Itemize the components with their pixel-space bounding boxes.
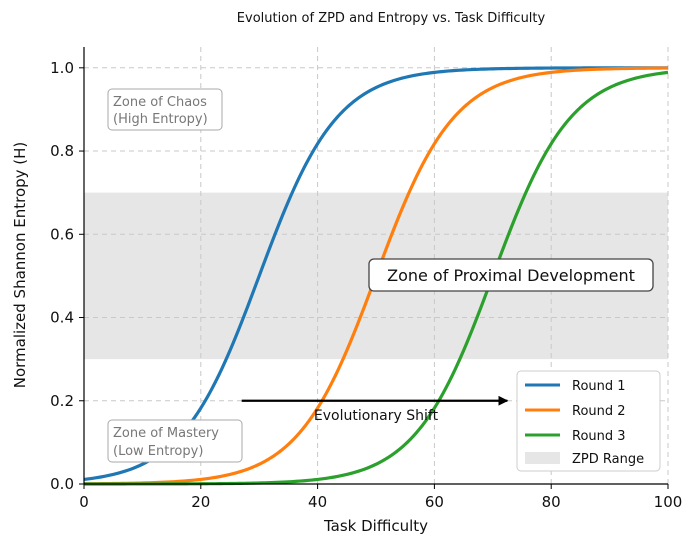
x-tick-label-3: 60 bbox=[425, 493, 444, 511]
y-tick-label-1: 0.2 bbox=[50, 392, 74, 410]
legend-label-zpd-range: ZPD Range bbox=[572, 452, 644, 467]
evolutionary-shift-label: Evolutionary Shift bbox=[314, 408, 439, 424]
y-tick-label-4: 0.8 bbox=[50, 142, 74, 160]
zpd-label: Zone of Proximal Development bbox=[387, 266, 635, 285]
x-tick-label-5: 100 bbox=[654, 493, 683, 511]
chaos-annotation-box bbox=[107, 88, 223, 131]
chaos-line1: Zone of Chaos bbox=[113, 95, 207, 110]
y-tick-label-5: 1.0 bbox=[50, 59, 74, 77]
x-tick-label-2: 40 bbox=[308, 493, 327, 511]
mastery-annotation: Zone of Mastery (Low Entropy) bbox=[107, 419, 243, 463]
x-tick-label-4: 80 bbox=[542, 493, 561, 511]
mastery-annotation-box bbox=[107, 419, 243, 463]
chaos-annotation: Zone of Chaos (High Entropy) bbox=[107, 88, 223, 131]
legend-frame bbox=[516, 370, 661, 472]
legend: Round 1 Round 2 Round 3 ZPD Range bbox=[516, 370, 661, 472]
zpd-annotation: Zone of Proximal Development bbox=[368, 258, 654, 292]
mastery-line1: Zone of Mastery bbox=[113, 426, 219, 441]
x-tick-label-1: 20 bbox=[191, 493, 210, 511]
legend-label-round-2: Round 2 bbox=[572, 404, 626, 419]
y-tick-label-2: 0.4 bbox=[50, 309, 74, 327]
legend-label-round-3: Round 3 bbox=[572, 429, 626, 444]
legend-swatch-zpd-range bbox=[525, 452, 560, 464]
y-axis-label: Normalized Shannon Entropy (H) bbox=[11, 142, 29, 389]
chart-title: Evolution of ZPD and Entropy vs. Task Di… bbox=[237, 11, 546, 26]
zpd-annotation-box bbox=[368, 258, 654, 292]
y-tick-label-3: 0.6 bbox=[50, 225, 74, 243]
legend-label-round-1: Round 1 bbox=[572, 379, 626, 394]
x-tick-label-0: 0 bbox=[79, 493, 89, 511]
mastery-line2: (Low Entropy) bbox=[113, 444, 203, 459]
x-axis-label: Task Difficulty bbox=[323, 517, 428, 535]
y-tick-label-0: 0.0 bbox=[50, 475, 74, 493]
chaos-line2: (High Entropy) bbox=[113, 112, 208, 127]
